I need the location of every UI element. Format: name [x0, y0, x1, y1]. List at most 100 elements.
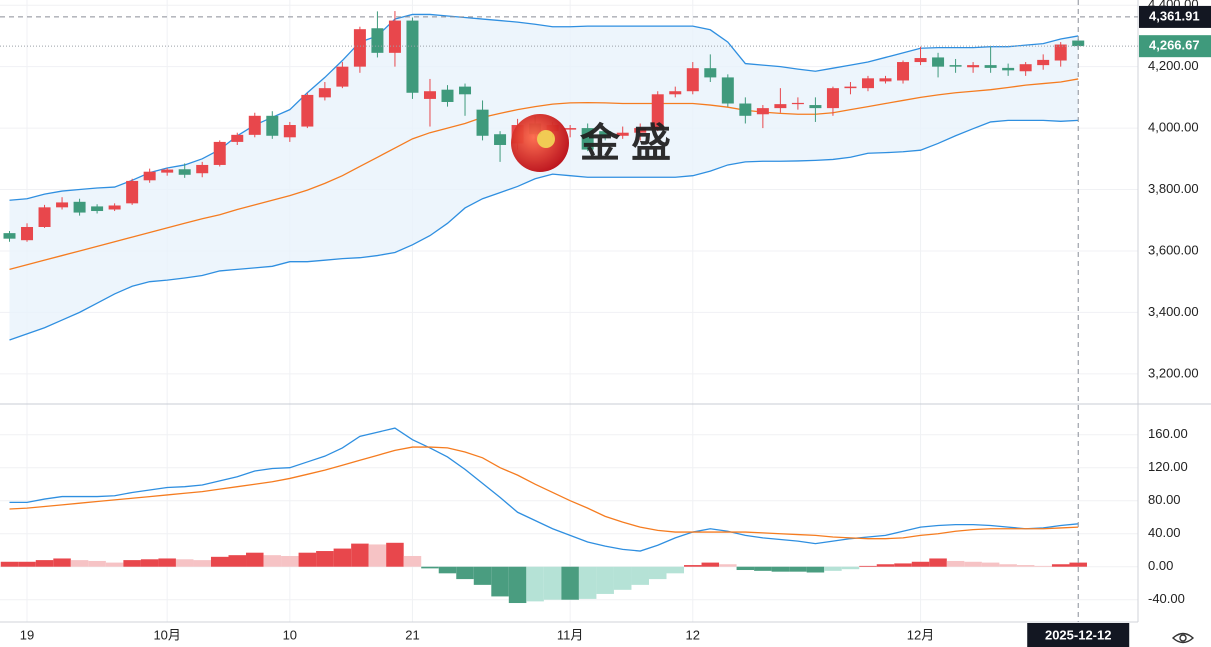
- candle-body: [266, 115, 279, 136]
- candle-body: [56, 202, 69, 208]
- y-tick-label: -40.00: [1148, 591, 1185, 606]
- candle-body: [91, 206, 104, 212]
- y-tick-label: 4,200.00: [1148, 58, 1199, 73]
- candle-body: [318, 88, 331, 98]
- histogram-bar: [70, 560, 89, 567]
- settings-icon[interactable]: [1171, 632, 1195, 644]
- candle-body: [651, 94, 664, 130]
- histogram-bar: [0, 561, 19, 567]
- histogram-bar: [596, 566, 614, 594]
- histogram-bar: [946, 560, 965, 567]
- candle-body: [143, 171, 156, 181]
- histogram-bar: [806, 566, 825, 573]
- x-tick-label: 12: [686, 627, 700, 642]
- histogram-bar: [246, 552, 264, 567]
- candle-body: [441, 89, 454, 102]
- y-tick-label: 40.00: [1148, 525, 1181, 540]
- histogram-bar: [158, 558, 176, 567]
- histogram-bar: [648, 566, 667, 580]
- candle-body: [984, 65, 997, 68]
- candle-body: [371, 28, 384, 53]
- histogram-bar: [964, 561, 982, 567]
- histogram-bar: [281, 555, 299, 567]
- candle-body: [21, 226, 34, 241]
- histogram-bar: [824, 566, 842, 571]
- candle-body: [301, 94, 314, 127]
- crosshair-price-label: 4,361.91: [1149, 8, 1200, 23]
- histogram-bar: [88, 560, 106, 567]
- band-fill: [9, 14, 1079, 341]
- candle-body: [231, 134, 244, 142]
- histogram-bar: [1016, 565, 1035, 567]
- x-tick-label: 21: [405, 627, 419, 642]
- macd-line: [9, 427, 1079, 552]
- candle-body: [213, 141, 226, 165]
- histogram-bar: [438, 566, 457, 574]
- histogram-bar: [508, 566, 527, 604]
- candle-body: [686, 68, 699, 92]
- histogram-bar: [228, 555, 247, 567]
- histogram-bar: [1034, 565, 1052, 567]
- candle-body: [1019, 64, 1032, 72]
- histogram-bar: [701, 562, 720, 567]
- histogram-bar: [263, 555, 282, 567]
- histogram-bar: [421, 566, 439, 569]
- candle-body: [897, 62, 910, 81]
- histogram-bar: [456, 566, 474, 580]
- candle-body: [914, 58, 927, 63]
- histogram-bar: [1051, 564, 1070, 567]
- crosshair-price-box: [1139, 5, 1211, 28]
- candle-body: [196, 164, 209, 174]
- histogram-bar: [771, 566, 790, 572]
- candle-body: [879, 78, 892, 82]
- histogram-bar: [35, 560, 54, 567]
- candle-body: [108, 205, 121, 210]
- candle-body: [494, 134, 507, 145]
- histogram-bar: [123, 560, 141, 567]
- candle-body: [809, 105, 822, 109]
- candle-body: [704, 68, 717, 78]
- band-lower: [9, 119, 1079, 341]
- candle-body: [38, 207, 51, 227]
- histogram-bar: [894, 563, 912, 567]
- candle-body: [423, 91, 436, 99]
- histogram-bar: [929, 558, 947, 567]
- histogram-bar: [981, 562, 1000, 567]
- histogram-bar: [368, 544, 387, 567]
- histogram-bar: [631, 566, 649, 585]
- y-tick-label: 0.00: [1148, 558, 1173, 573]
- candle-body: [599, 131, 612, 136]
- candle-body: [476, 109, 489, 136]
- histogram-bar: [140, 559, 159, 567]
- histogram-bar: [789, 566, 807, 572]
- y-tick-label: 3,200.00: [1148, 365, 1199, 380]
- candle-body: [669, 91, 682, 95]
- histogram-bar: [754, 566, 772, 571]
- candle-body: [949, 65, 962, 67]
- x-tick-label: 12月: [907, 627, 934, 642]
- histogram-bar: [736, 566, 755, 571]
- candle-body: [791, 102, 804, 105]
- x-tick-label: 11月: [557, 627, 584, 642]
- histogram-bar: [210, 556, 229, 567]
- y-tick-label: 3,600.00: [1148, 242, 1199, 257]
- candle-body: [756, 108, 769, 115]
- y-tick-label: 3,800.00: [1148, 181, 1199, 196]
- candle-body: [967, 65, 980, 68]
- candle-body: [353, 29, 366, 67]
- histogram-bar: [561, 566, 579, 600]
- candle-body: [388, 20, 401, 53]
- candle-body: [459, 86, 472, 95]
- histogram-bar: [298, 552, 317, 567]
- y-tick-label: 4,400.00: [1148, 0, 1199, 12]
- histogram-bar: [333, 548, 352, 567]
- histogram-bar: [403, 555, 422, 567]
- candle-body: [616, 132, 629, 136]
- candle-body: [178, 169, 191, 175]
- histogram-bar: [578, 566, 597, 599]
- histogram-bar: [911, 561, 930, 567]
- x-tick-label: 10月: [153, 627, 180, 642]
- crosshair-date-label: 2025-12-12: [1045, 627, 1112, 642]
